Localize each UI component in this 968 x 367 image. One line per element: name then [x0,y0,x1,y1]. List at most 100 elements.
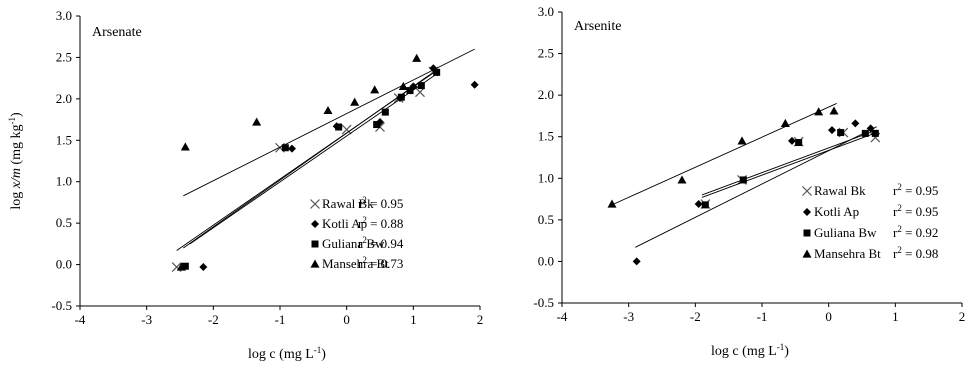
legend-label: Mansehra Bt [322,256,389,271]
legend-r2: r2 = 0.95 [893,182,938,198]
y-tick-label: 1.5 [538,129,554,144]
data-point [871,129,879,137]
legend-r2: r2 = 0.94 [358,235,404,251]
data-point [739,176,747,184]
trendline [701,132,877,198]
y-tick-label: 2.0 [56,91,72,106]
y-tick-label: -0.5 [533,295,554,310]
legend-item-kotli-ap: Kotli Ap r2 = 0.95 [803,203,938,219]
data-point [632,257,641,266]
trendline [176,70,437,251]
x-tick-label: -1 [275,312,286,327]
data-point [381,108,389,116]
series-mansehra-bt [176,48,475,271]
legend-item-mansehra-bt: Mansehra Bt r2 = 0.98 [802,245,938,261]
x-tick-label: 1 [892,309,899,324]
data-point [814,107,824,116]
data-point [677,175,687,184]
legend-label: Guliana Bw [814,225,877,240]
data-point [694,200,703,209]
x-tick-label: -1 [757,309,768,324]
data-point [350,97,360,106]
data-point [470,80,479,89]
legend-label: Guliana Bw [322,236,385,251]
y-tick-label: 0.5 [538,212,554,227]
legend-r2: r2 = 0.95 [358,195,403,211]
data-point [281,144,289,152]
legend-marker [311,220,319,228]
data-point [837,129,845,137]
data-point [181,262,189,270]
legend-label: Kotli Ap [814,204,859,219]
data-point [828,126,836,135]
data-point [288,144,296,153]
data-point [180,142,190,151]
x-tick-label: 0 [825,309,832,324]
y-tick-label: 1.0 [56,174,72,189]
legend-r2: r2 = 0.88 [358,215,403,231]
x-tick-label: -4 [557,309,568,324]
chart-arsenite: -0.5 0.0 0.5 1.0 1.5 2.0 2.5 3.0 -4 -3 -2 -1 0 1 2 Arse… [533,4,965,359]
data-point [737,136,747,145]
x-tick-label: 2 [959,309,966,324]
data-point [433,68,441,76]
data-point [397,93,405,101]
data-point [323,105,333,115]
legend-label: Mansehra Bt [814,246,881,261]
legend-marker [310,259,320,268]
x-tick-label: -3 [141,312,152,327]
legend-marker [802,186,812,196]
data-point [417,82,425,90]
y-tick-label: 3.0 [538,4,554,19]
x-tick-label: -2 [690,309,701,324]
legend-r2: r2 = 0.95 [893,203,938,219]
x-axis-label: log c (mg L-1) [248,345,326,362]
trendline [635,126,877,248]
data-point [370,85,380,94]
data-point [406,87,414,95]
chart-title: Arsenate [92,25,142,40]
legend-label: Rawal Bk [322,196,374,211]
series-guliana-bw [176,68,441,270]
data-point [335,123,343,131]
legend-item-rawal-bk: Rawal Bk r2 = 0.95 [802,182,938,198]
data-point [788,136,796,145]
y-tick-label: 2.0 [538,87,554,102]
x-axis-label: log c (mg L-1) [711,342,789,359]
legend-label: Rawal Bk [814,183,866,198]
legend-r2: r2 = 0.92 [893,224,938,240]
data-point [829,106,839,115]
legend-marker [803,208,811,216]
x-tick-label: -3 [623,309,634,324]
chart-arsenate: -0.5 0.0 0.5 1.0 1.5 2.0 2.5 3.0 -4 -3 -2 -1 0 1 2 Arse… [7,8,483,362]
y-tick-label: 0.5 [56,215,72,230]
trendline [183,48,475,197]
trendline [189,73,437,245]
trendline [611,103,837,206]
chart-title: Arsenite [574,19,621,34]
data-point [252,117,262,126]
x-tick-label: 2 [477,312,484,327]
legend-r2: r2 = 0.73 [358,255,403,271]
y-tick-label: 2.5 [56,49,72,64]
data-point [412,53,422,62]
data-point [851,119,860,128]
legend-marker [311,240,319,248]
y-tick-label: 1.5 [56,132,72,147]
data-point [415,87,425,98]
data-point [199,263,208,272]
data-point [373,121,381,129]
y-tick-label: 0.0 [56,257,72,272]
data-point [795,139,803,147]
series-mansehra-bt [607,103,839,208]
legend-marker [803,229,811,237]
legend-marker [802,249,812,258]
y-tick-label: 2.5 [538,46,554,61]
x-tick-label: -4 [75,312,86,327]
